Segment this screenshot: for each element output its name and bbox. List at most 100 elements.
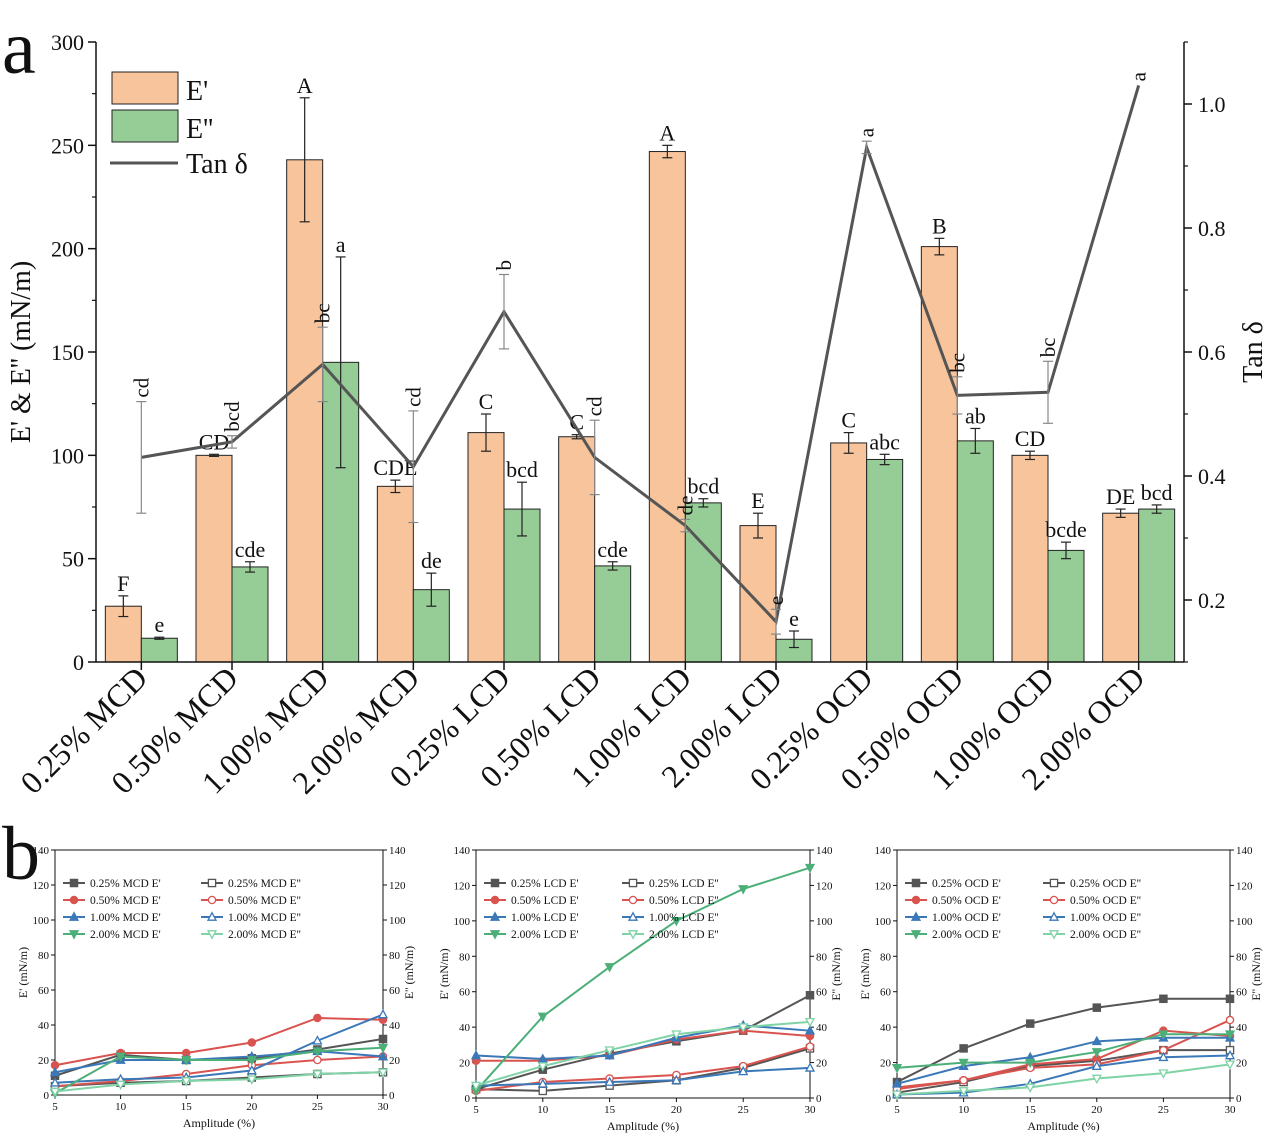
y-tick-label-50: 50: [62, 547, 84, 572]
point-1-00pct-mcd-e-30: [377, 1008, 389, 1019]
point-1-00pct-ocd-e-30: [1224, 1049, 1236, 1060]
y-tick-label-80: 80: [38, 950, 50, 962]
y-tick-label-80: 80: [459, 951, 471, 963]
letter-tan-delta-0-50pct-lcd: cd: [583, 396, 607, 416]
letter-tan-delta-0-50pct-ocd: bc: [945, 353, 969, 373]
series-line-2-00pct-lcd-e: [475, 866, 811, 1092]
plot-frame: [54, 849, 384, 1096]
series-line-0-50pct-mcd-e: [54, 1016, 384, 1067]
series-line-2-00pct-mcd-e: [54, 1046, 384, 1095]
y2-tick-label-60: 60: [816, 987, 828, 999]
y-tick-label-0: 0: [44, 1090, 50, 1102]
letter-tan-delta-1-00pct-mcd: bc: [311, 303, 335, 323]
point-1-00pct-mcd-e-5: [49, 1077, 61, 1087]
legend-label-2-00pct-ocd-e: 2.00% OCD E'': [1070, 929, 1141, 941]
legend-label-0-25pct-lcd-e: 0.25% LCD E'': [649, 878, 719, 890]
y2-tick-label-40: 40: [816, 1022, 828, 1034]
point-0-25pct-ocd-e-10: [959, 1044, 968, 1053]
letter-e-double-1-00pct-lcd: bcd: [687, 474, 719, 499]
legend-marker-0-50pct-ocd-e: [911, 895, 921, 905]
x-tick-label-5: 5: [894, 1104, 900, 1116]
y-tick-label-40: 40: [880, 1022, 892, 1034]
point-2-00pct-lcd-e-15: [604, 963, 615, 973]
letter-e-prime-2-00pct-lcd: E: [751, 488, 764, 513]
y2-tick-label-60: 60: [1236, 987, 1248, 999]
y2-tick-label-120: 120: [816, 880, 833, 892]
y2-tick-label-80: 80: [389, 950, 401, 962]
bar-e-double-0-25pct-ocd: [866, 458, 904, 663]
legend-label-0-50pct-ocd-e: 0.50% OCD E': [932, 895, 1001, 907]
letter-e-double-0-50pct-ocd: ab: [965, 403, 986, 428]
y2-tick-label-100: 100: [1236, 916, 1253, 928]
legend-label-1-00pct-ocd-e: 1.00% OCD E': [932, 912, 1001, 924]
y-tick-label-0: 0: [886, 1093, 892, 1105]
series-line-1-00pct-lcd-e: [475, 1066, 811, 1087]
letter-e-double-2-00pct-mcd: de: [421, 548, 442, 573]
legend-label-1-00pct-mcd-e: 1.00% MCD E'': [228, 912, 301, 924]
point-0-25pct-mcd-e-30: [378, 1034, 388, 1044]
legend-swatch-e-double: [111, 109, 179, 143]
y-tick-label-120: 120: [33, 880, 50, 892]
legend-label-0-25pct-ocd-e: 0.25% OCD E': [932, 878, 1001, 890]
y2-axis-title: E'' (mN/m): [1249, 947, 1263, 1000]
point-1-00pct-lcd-e-15: [604, 1076, 615, 1086]
point-0-25pct-lcd-e-30: [805, 991, 815, 1000]
y2-tick-label-120: 120: [389, 880, 406, 892]
point-1-00pct-ocd-e-5: [891, 1078, 903, 1088]
point-1-00pct-mcd-e-25: [312, 1035, 323, 1045]
y2-tick-label-20: 20: [816, 1058, 828, 1070]
x-tick-label-5: 5: [473, 1104, 479, 1116]
series-line-2-00pct-mcd-e: [54, 1071, 384, 1093]
point-2-00pct-mcd-e-15: [181, 1056, 192, 1066]
point-2-00pct-lcd-e-25: [738, 885, 749, 895]
point-0-50pct-mcd-e-25: [313, 1055, 322, 1065]
bar-e-double-1-00pct-lcd: [684, 502, 722, 663]
point-0-50pct-lcd-e-30: [805, 1042, 815, 1051]
point-2-00pct-lcd-e-10: [537, 1062, 548, 1072]
letter-tan-delta-2-00pct-ocd: a: [1127, 71, 1151, 81]
legend-marker-0-25pct-ocd-e: [911, 878, 921, 888]
tan-delta-line: [141, 84, 1141, 625]
point-2-00pct-ocd-e-15: [1025, 1058, 1036, 1069]
legend-marker-1-00pct-lcd-e: [489, 911, 501, 921]
legend-label-1-00pct-lcd-e: 1.00% LCD E': [511, 912, 579, 924]
bar-e-prime-2-00pct-mcd: [376, 485, 414, 663]
series-line-0-50pct-mcd-e: [54, 1055, 384, 1088]
letter-tan-delta-0-25pct-ocd: a: [855, 127, 879, 137]
y2-tick-label-100: 100: [816, 916, 833, 928]
legend-label-0-25pct-lcd-e: 0.25% LCD E': [511, 878, 579, 890]
legend-label-2-00pct-ocd-e: 2.00% OCD E': [932, 929, 1001, 941]
legend-label-2-00pct-mcd-e: 2.00% MCD E': [90, 929, 161, 941]
point-1-00pct-mcd-e-20: [246, 1064, 257, 1075]
y2-tick-label-100: 100: [389, 915, 406, 927]
series-line-1-00pct-mcd-e: [54, 1013, 384, 1084]
y-tick-label-60: 60: [459, 987, 471, 999]
legend-label-0-50pct-lcd-e: 0.50% LCD E'': [649, 895, 719, 907]
legend-label-0-25pct-mcd-e: 0.25% MCD E'': [228, 878, 301, 890]
point-2-00pct-ocd-e-25: [1158, 1030, 1169, 1040]
legend-label-0-50pct-ocd-e: 0.50% OCD E'': [1070, 895, 1141, 907]
panel-a-chart: FeCDcdeAaCDEdeCbcdCcdeAbcdEeCabcBabCDbcd…: [6, 30, 1269, 801]
letter-e-double-1-00pct-mcd: a: [336, 232, 346, 257]
point-0-50pct-ocd-e-30: [1225, 1015, 1235, 1025]
x-tick-label-25: 25: [1158, 1104, 1170, 1116]
x-tick-label-25: 25: [738, 1104, 750, 1116]
y-tick-label-140: 140: [33, 845, 50, 857]
letter-e-prime-1-00pct-ocd: CD: [1015, 426, 1046, 451]
point-2-00pct-ocd-e-5: [891, 1064, 903, 1074]
letter-e-double-0-25pct-ocd: abc: [869, 429, 900, 454]
legend-marker-0-50pct-ocd-e: [1049, 895, 1059, 905]
x-tick-label-10: 10: [115, 1101, 127, 1113]
y2-tick-label-80: 80: [816, 951, 828, 963]
legend-label-1-00pct-mcd-e: 1.00% MCD E': [90, 912, 161, 924]
series-line-2-00pct-ocd-e: [896, 1063, 1231, 1096]
point-2-00pct-lcd-e-15: [604, 1046, 615, 1056]
legend-marker-2-00pct-ocd-e: [1048, 930, 1060, 940]
point-2-00pct-mcd-e-30: [377, 1068, 389, 1078]
legend-label-2-00pct-lcd-e: 2.00% LCD E'': [649, 929, 719, 941]
y-tick-label-200: 200: [51, 237, 84, 262]
x-tick-label-30: 30: [805, 1104, 817, 1116]
letter-tan-delta-0-25pct-lcd: b: [492, 260, 516, 271]
point-2-00pct-lcd-e-5: [470, 1081, 482, 1092]
x-tick-label-25: 25: [312, 1101, 324, 1113]
